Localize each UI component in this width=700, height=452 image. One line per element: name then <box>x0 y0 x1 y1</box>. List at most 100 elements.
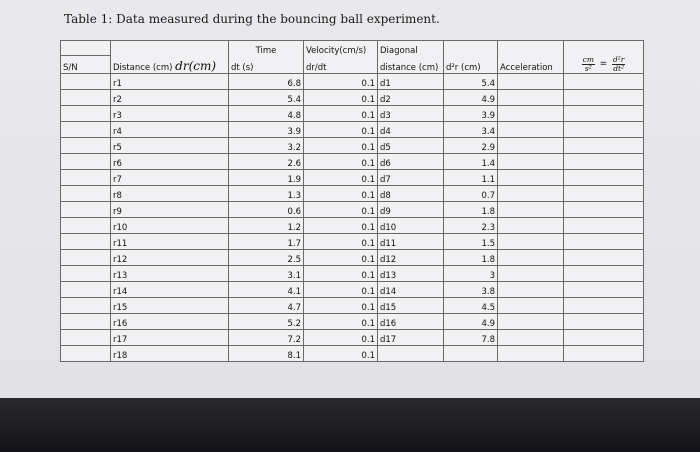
diagonal-label-cell <box>377 344 444 362</box>
time-cell: 0.1 <box>303 296 378 314</box>
diagonal-label-cell: d1 <box>377 72 444 90</box>
r-label-cell: r8 <box>110 184 229 202</box>
table-row: r9 0.6 0.1 d9 1.8 <box>60 200 644 218</box>
sn-cell <box>60 152 111 170</box>
second-diff-cell: 1.8 <box>443 200 498 218</box>
table-row: r3 4.8 0.1 d3 3.9 <box>60 104 644 122</box>
time-cell: 0.1 <box>303 328 378 346</box>
sn-cell <box>60 200 111 218</box>
acceleration-cell <box>497 280 564 298</box>
time-header: dt (s) <box>228 55 304 74</box>
second-diff-cell: 3 <box>443 264 498 282</box>
distance-cell: 4.7 <box>228 296 304 314</box>
second-diff-cell: 7.8 <box>443 328 498 346</box>
distance-cell: 2.5 <box>228 248 304 266</box>
second-diff-header: d²r (cm) <box>443 55 498 74</box>
accel-deriv-den: dt² <box>613 63 625 73</box>
table-row: r7 1.9 0.1 d7 1.1 <box>60 168 644 186</box>
table-row: r6 2.6 0.1 d6 1.4 <box>60 152 644 170</box>
acceleration-cell <box>497 168 564 186</box>
sn-cell <box>60 216 111 234</box>
diagonal-header: distance (cm) <box>377 55 444 74</box>
distance-cell: 3.2 <box>228 136 304 154</box>
r-label-cell: r12 <box>110 248 229 266</box>
header-cell <box>60 40 111 56</box>
acceleration-formula-cell <box>563 280 644 298</box>
table-row: r13 3.1 0.1 d13 3 <box>60 264 644 282</box>
accel-deriv-fraction: d²r dt² <box>611 56 626 73</box>
document-page: Table 1: Data measured during the bounci… <box>0 0 700 398</box>
acceleration-formula-cell <box>563 264 644 282</box>
sn-cell <box>60 184 111 202</box>
r-label-cell: r3 <box>110 104 229 122</box>
acceleration-formula-cell <box>563 344 644 362</box>
acceleration-cell <box>497 120 564 138</box>
diagonal-label-cell: d7 <box>377 168 444 186</box>
diagonal-label-cell: d12 <box>377 248 444 266</box>
r-label-cell: r1 <box>110 72 229 90</box>
acceleration-formula-cell <box>563 312 644 330</box>
second-diff-cell: 5.4 <box>443 72 498 90</box>
r-label-cell: r2 <box>110 88 229 106</box>
acceleration-formula-cell <box>563 296 644 314</box>
distance-label: Distance (cm) <box>113 62 173 73</box>
acceleration-formula-cell <box>563 152 644 170</box>
data-table: Time Velocity(cm/s) Diagonal S/N Distanc… <box>60 40 644 362</box>
distance-cell: 6.8 <box>228 72 304 90</box>
second-diff-cell: 3.4 <box>443 120 498 138</box>
distance-cell: 0.6 <box>228 200 304 218</box>
time-cell: 0.1 <box>303 120 378 138</box>
acceleration-formula-cell <box>563 168 644 186</box>
acceleration-cell <box>497 296 564 314</box>
acceleration-cell <box>497 216 564 234</box>
table-row: r8 1.3 0.1 d8 0.7 <box>60 184 644 202</box>
r-label-cell: r15 <box>110 296 229 314</box>
table-row: r17 7.2 0.1 d17 7.8 <box>60 328 644 346</box>
second-diff-cell: 1.1 <box>443 168 498 186</box>
time-cell: 0.1 <box>303 152 378 170</box>
diagonal-label-cell: d17 <box>377 328 444 346</box>
sn-cell <box>60 104 111 122</box>
time-cell: 0.1 <box>303 72 378 90</box>
acceleration-cell <box>497 264 564 282</box>
r-label-cell: r18 <box>110 344 229 362</box>
diagonal-label-cell: d2 <box>377 88 444 106</box>
sn-cell <box>60 264 111 282</box>
diagonal-label-cell: d11 <box>377 232 444 250</box>
time-cell: 0.1 <box>303 136 378 154</box>
diagonal-label-cell: d10 <box>377 216 444 234</box>
distance-cell: 3.9 <box>228 120 304 138</box>
time-cell: 0.1 <box>303 184 378 202</box>
acceleration-unit-formula: cm s² = d²r dt² <box>563 55 644 74</box>
table-row: r12 2.5 0.1 d12 1.8 <box>60 248 644 266</box>
acceleration-formula-cell <box>563 328 644 346</box>
velocity-header-top: Velocity(cm/s) <box>303 40 378 56</box>
second-diff-cell: 2.9 <box>443 136 498 154</box>
table-row: r1 6.8 0.1 d1 5.4 <box>60 72 644 90</box>
distance-cell: 3.1 <box>228 264 304 282</box>
sn-cell <box>60 136 111 154</box>
sn-cell <box>60 72 111 90</box>
r-label-cell: r6 <box>110 152 229 170</box>
second-diff-cell: 3.9 <box>443 104 498 122</box>
acceleration-cell <box>497 72 564 90</box>
time-cell: 0.1 <box>303 232 378 250</box>
sn-cell <box>60 168 111 186</box>
sn-cell <box>60 312 111 330</box>
header-cell <box>497 40 564 56</box>
second-diff-cell: 3.8 <box>443 280 498 298</box>
acceleration-cell <box>497 152 564 170</box>
distance-symbol: dr(cm) <box>175 58 217 73</box>
diagonal-label-cell: d3 <box>377 104 444 122</box>
r-label-cell: r16 <box>110 312 229 330</box>
diagonal-label-cell: d16 <box>377 312 444 330</box>
table-row: r14 4.1 0.1 d14 3.8 <box>60 280 644 298</box>
accel-unit-den: s² <box>584 63 592 73</box>
acceleration-formula-cell <box>563 216 644 234</box>
acceleration-cell <box>497 312 564 330</box>
sn-cell <box>60 280 111 298</box>
sn-cell <box>60 296 111 314</box>
diagonal-label-cell: d8 <box>377 184 444 202</box>
r-label-cell: r13 <box>110 264 229 282</box>
diagonal-label-cell: d14 <box>377 280 444 298</box>
